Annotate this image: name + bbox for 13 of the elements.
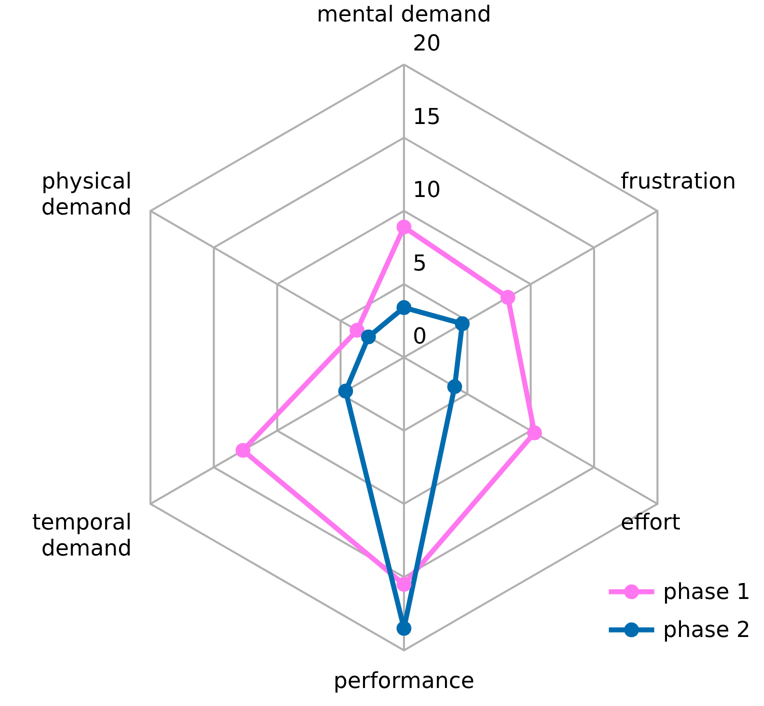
y-tick-label: 20 xyxy=(412,32,441,57)
spoke-label: physical demand xyxy=(41,169,132,220)
spoke-label: temporal demand xyxy=(32,510,132,562)
spoke-label: effort xyxy=(620,510,681,536)
legend-label: phase 1 xyxy=(663,580,750,605)
legend-label: phase 2 xyxy=(663,618,750,643)
y-tick-label: 10 xyxy=(412,178,441,204)
spoke-label: performance xyxy=(334,668,474,694)
spoke-label: mental demand xyxy=(316,2,492,28)
y-tick-label: 15 xyxy=(412,104,441,130)
y-tick-label: 0 xyxy=(412,324,427,350)
spoke-label: frustration xyxy=(620,169,736,194)
y-tick-label: 5 xyxy=(412,251,427,276)
